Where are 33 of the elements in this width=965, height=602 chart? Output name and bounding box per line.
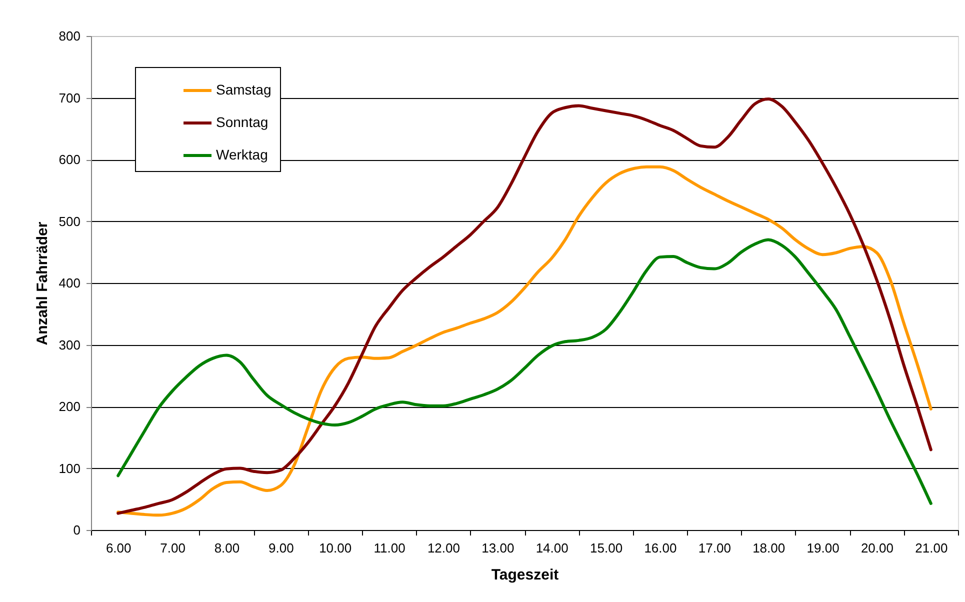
x-tick-label: 13.00 [482,540,514,556]
x-tick-label: 19.00 [806,540,840,556]
y-tick-label: 0 [73,522,80,538]
x-tick-label: 16.00 [644,540,677,556]
x-tick-label: 11.00 [374,540,406,556]
y-tick-label: 100 [58,460,80,476]
x-tick-label: 15.00 [590,540,623,556]
y-tick-label: 400 [58,276,80,290]
y-tick-label: 700 [58,90,80,106]
legend-label: Werktag [216,146,268,162]
line-series [116,238,932,505]
x-tick-label: 21.00 [915,540,948,556]
x-tick-label: 20.00 [860,540,894,556]
line-series [116,165,932,517]
y-tick-label: 300 [58,337,80,352]
y-tick-label: 600 [58,152,80,167]
x-tick-label: 8.00 [214,540,240,556]
x-tick-label: 6.00 [106,540,132,556]
x-tick-label: 17.00 [698,540,731,556]
y-tick-label: 800 [58,28,80,44]
y-tick-label: 200 [58,399,80,414]
line-series [116,97,932,515]
y-axis-title: Anzahl Fahrräder [34,222,51,346]
y-tick-label: 500 [58,214,80,229]
x-tick-label: 7.00 [160,540,186,556]
x-tick-label: 18.00 [752,540,786,556]
x-tick-label: 9.00 [268,540,294,556]
legend-label: Samstag [216,82,272,98]
x-tick-label: 10.00 [319,540,352,556]
x-tick-label: 14.00 [536,540,568,556]
legend-label: Sonntag [216,114,268,130]
x-tick-label: 12.00 [427,540,460,556]
x-axis-title: Tageszeit [491,566,559,584]
